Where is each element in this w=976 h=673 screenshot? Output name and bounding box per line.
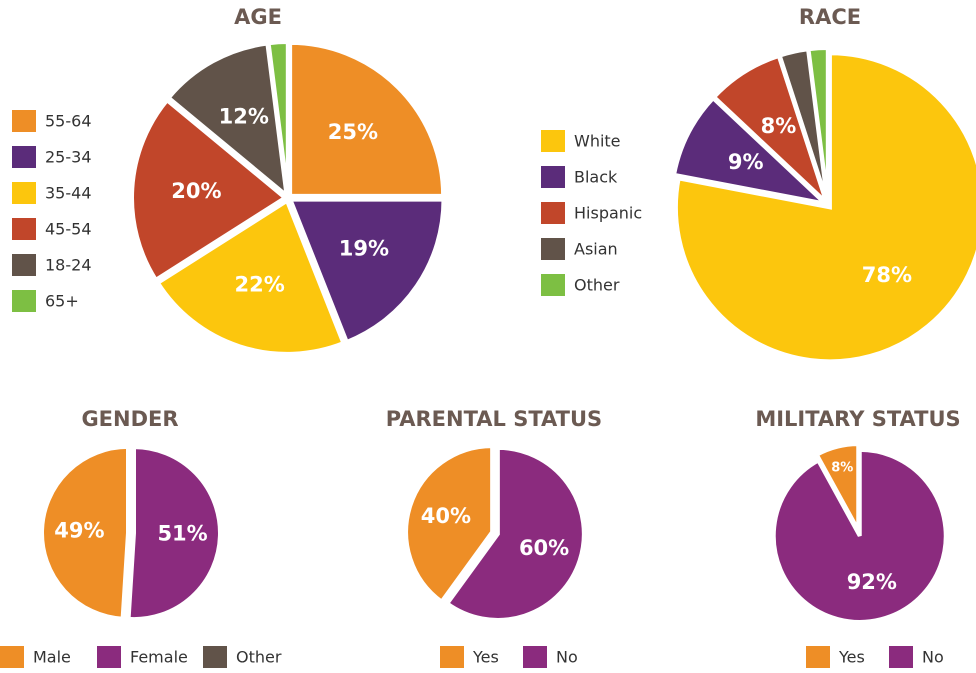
legend-label: Yes [838,648,865,667]
pie-slice [155,197,346,356]
pie-slice [126,445,222,622]
legend-label: 25-34 [45,148,92,167]
slice-label: 19% [339,237,389,261]
legend-swatch [12,146,36,168]
legend-label: No [922,648,944,667]
legend-label: White [574,132,621,151]
legend-swatch [889,646,913,668]
pie-slice [287,197,446,345]
legend-label: Yes [472,648,499,667]
pie-slice [404,444,495,605]
slice-label: 49% [54,518,104,542]
legend-label: Black [574,168,618,187]
pie-slice [671,95,832,207]
legend-swatch [541,166,565,188]
chart-title: GENDER [81,407,178,431]
legend-swatch [806,646,830,668]
chart-title: PARENTAL STATUS [386,407,602,431]
legend-swatch [12,218,36,240]
legend-swatch [12,110,36,132]
legend-label: Asian [574,240,618,259]
pie-slice [130,97,289,283]
slice-label: 25% [328,120,378,144]
legend-swatch [541,238,565,260]
legend-label: 45-54 [45,220,92,239]
pie-slice [288,40,446,198]
legend-label: Male [33,648,71,667]
slice-label: 60% [519,536,569,560]
pie-slice [444,445,586,622]
slice-label: 9% [728,150,764,174]
legend-swatch [0,646,24,668]
legend-label: Hispanic [574,204,642,223]
legend-label: No [556,648,578,667]
chart-title: MILITARY STATUS [755,407,960,431]
pie-slice [673,51,976,364]
legend-label: Other [236,648,282,667]
slice-label: 92% [847,570,897,594]
legend-label: Female [130,648,188,667]
chart-title: RACE [799,5,861,29]
legend-label: 18-24 [45,256,92,275]
legend-label: 35-44 [45,184,92,203]
legend-swatch [523,646,547,668]
legend-label: 65+ [45,292,79,311]
pie-slice [266,40,290,196]
slice-label: 78% [862,263,912,287]
slice-label: 12% [219,105,269,129]
legend-swatch [541,202,565,224]
slice-label: 20% [171,179,221,203]
pie-slice [165,41,290,201]
legend-swatch [12,182,36,204]
legend-swatch [541,274,565,296]
legend-label: Other [574,276,620,295]
legend-swatch [541,130,565,152]
legend-label: 55-64 [45,112,92,131]
pie-slice [40,444,131,621]
legend-swatch [440,646,464,668]
chart-title: AGE [234,5,282,29]
legend-swatch [12,290,36,312]
legend-swatch [12,254,36,276]
pie-slice [771,447,948,624]
slice-label: 40% [421,504,471,528]
legend-swatch [203,646,227,668]
legend-swatch [97,646,121,668]
slice-label: 51% [157,522,207,546]
slice-label: 8% [831,461,853,476]
pie-slice [814,442,861,532]
slice-label: 22% [234,272,284,296]
pie-slice [806,46,830,203]
slice-label: 8% [761,114,797,138]
